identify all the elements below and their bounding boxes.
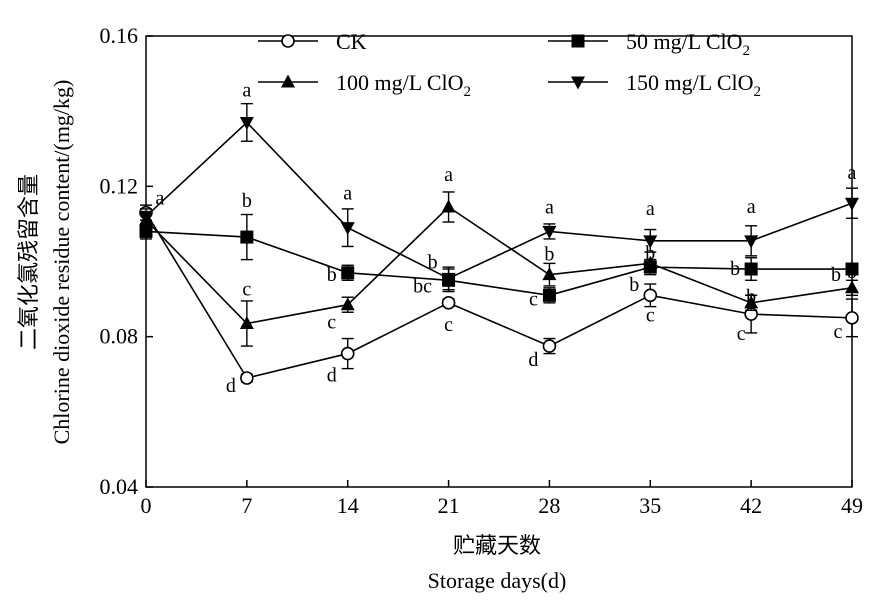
data-point [542, 339, 557, 353]
legend-label: 100 mg/L ClO2 [336, 70, 471, 100]
data-point [744, 235, 759, 249]
x-tick-label: 28 [538, 493, 560, 518]
axes-layer: 0 7 14 21 28 35 42 49 0.04 0.08 0.12 0.16 [100, 23, 864, 518]
y-axis-title: Chlorine dioxide residue content/(mg/kg) [49, 80, 74, 445]
data-point [340, 297, 355, 311]
significance-label: a [646, 198, 655, 220]
data-point [542, 225, 557, 239]
plot-frame [145, 35, 853, 488]
legend-marker [281, 34, 295, 48]
x-axis-title-cn: 贮藏天数 [453, 533, 541, 558]
data-point [239, 116, 254, 130]
significance-label: a [343, 183, 352, 205]
significance-label: c [646, 304, 655, 326]
significance-label: a [545, 196, 554, 218]
significance-label: c [834, 321, 843, 343]
legend-entry: 50 mg/L ClO2 [548, 29, 750, 59]
significance-label: b [847, 261, 857, 283]
significance-label: a [747, 196, 756, 218]
significance-label: b [544, 244, 554, 266]
y-tick-label: 0.04 [100, 474, 139, 499]
data-point [744, 295, 759, 309]
series-layer [139, 102, 859, 385]
legend-entry: CK [258, 29, 367, 54]
y-axis-title-cn: 二氧化氯残留含量 [16, 174, 41, 350]
significance-label: a [242, 79, 251, 101]
significance-label: b [746, 286, 756, 308]
significance-label: a [156, 188, 165, 210]
legend-marker [571, 34, 585, 48]
significance-label: c [242, 279, 251, 301]
data-point [845, 280, 859, 294]
data-point [542, 288, 556, 302]
significance-label: d [327, 365, 337, 387]
series-3 [139, 102, 859, 291]
significance-label: a [444, 164, 453, 186]
y-tick-label: 0.12 [100, 173, 139, 198]
data-point [542, 267, 557, 281]
data-point [441, 296, 456, 310]
significance-label: b [428, 251, 438, 273]
data-point [240, 230, 254, 244]
legend-label: 150 mg/L ClO2 [626, 70, 761, 100]
series-line [145, 212, 853, 379]
significance-label: d [528, 349, 538, 371]
data-point [340, 346, 355, 361]
significance-label: b [327, 264, 337, 286]
legend-marker [571, 76, 585, 90]
data-point [441, 199, 456, 213]
y-tick-label: 0.08 [100, 324, 139, 349]
data-point [441, 272, 456, 286]
significance-label: c [529, 288, 538, 310]
data-point [239, 316, 254, 330]
x-tick-label: 7 [241, 493, 252, 518]
significance-label: d [226, 375, 236, 397]
series-line [145, 121, 853, 280]
x-tick-label: 14 [337, 493, 359, 518]
x-tick-label: 49 [841, 493, 863, 518]
data-point [744, 262, 758, 276]
data-point [340, 222, 355, 236]
legend-entry: 100 mg/L ClO2 [258, 70, 471, 100]
x-tick-label: 0 [141, 493, 152, 518]
data-point [643, 235, 658, 249]
significance-label: c [444, 314, 453, 336]
data-point [643, 255, 658, 269]
significance-label: c [327, 312, 336, 334]
data-point [341, 266, 355, 280]
significance-label: bc [413, 275, 432, 297]
significance-label: b [730, 258, 740, 280]
legend-entry: 150 mg/L ClO2 [548, 70, 761, 100]
significance-label: a [848, 162, 857, 184]
legend: CK 50 mg/L ClO2 100 mg/L ClO2 150 mg/L ClO2 [258, 29, 761, 100]
data-point [240, 371, 254, 385]
series-line [145, 205, 853, 325]
data-point [845, 311, 859, 325]
significance-label: b [629, 274, 639, 296]
significance-label: b [242, 190, 252, 212]
legend-marker [281, 74, 295, 88]
series-line [145, 230, 852, 297]
significance-label: c [737, 323, 746, 345]
legend-label: 50 mg/L ClO2 [626, 29, 750, 59]
x-tick-label: 35 [639, 493, 661, 518]
data-point [139, 210, 153, 224]
x-tick-label: 21 [438, 493, 460, 518]
y-tick-label: 0.16 [100, 23, 139, 48]
legend-label: CK [336, 29, 367, 54]
significance-label: b [645, 242, 655, 264]
data-point [643, 288, 658, 303]
significance-label: b [831, 264, 841, 286]
x-tick-label: 42 [740, 493, 762, 518]
x-axis-title: Storage days(d) [428, 568, 567, 593]
data-point [845, 262, 859, 276]
data-point [845, 197, 859, 211]
